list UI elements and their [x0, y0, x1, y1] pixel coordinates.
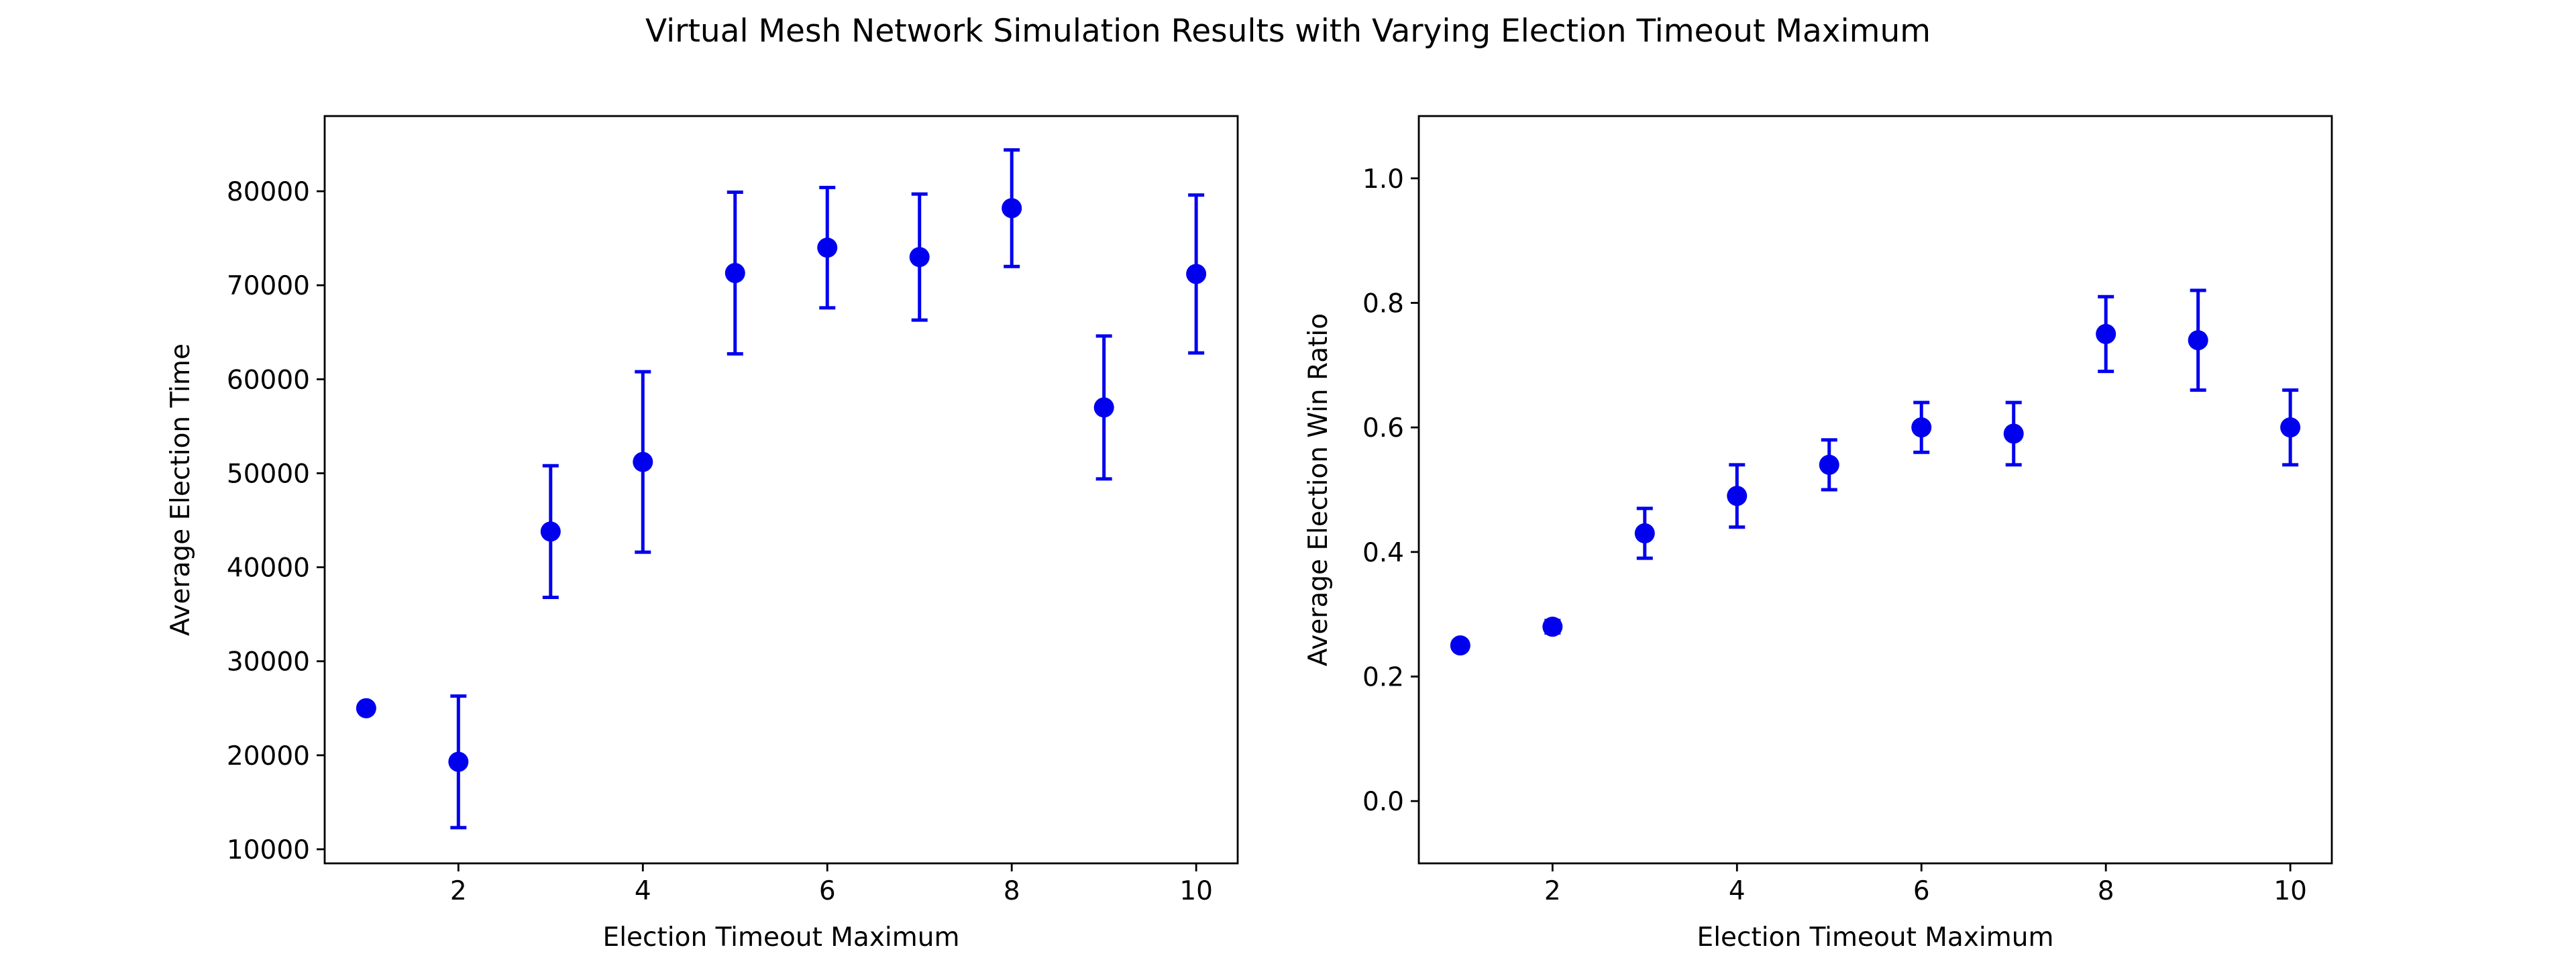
y-tick-label: 0.0 — [1362, 787, 1404, 817]
data-point — [2096, 323, 2116, 344]
data-point — [909, 247, 930, 268]
x-tick-label: 8 — [2098, 876, 2114, 906]
data-point — [2188, 330, 2208, 351]
y-tick-label: 0.6 — [1362, 413, 1404, 443]
y-axis-label: Average Election Time — [166, 343, 196, 636]
y-axis-label: Average Election Win Ratio — [1303, 313, 1334, 666]
axes-frame — [1417, 115, 2333, 865]
x-tick-label: 2 — [450, 876, 467, 906]
data-point — [1634, 523, 1655, 543]
x-axis-label: Election Timeout Maximum — [1697, 922, 2054, 953]
data-point — [1450, 635, 1470, 656]
y-tick-label: 0.8 — [1362, 289, 1404, 319]
data-point — [724, 263, 745, 284]
x-tick-label: 6 — [819, 876, 836, 906]
data-point — [2280, 417, 2301, 438]
y-tick-label: 60000 — [227, 365, 310, 395]
data-point — [1002, 198, 1022, 219]
data-point — [1727, 486, 1748, 506]
y-tick-label: 30000 — [227, 647, 310, 678]
data-point — [1542, 616, 1563, 637]
y-tick-label: 0.4 — [1362, 538, 1404, 568]
data-point — [1093, 397, 1114, 418]
y-tick-label: 50000 — [227, 459, 310, 489]
x-tick-label: 4 — [635, 876, 651, 906]
y-tick-label: 10000 — [227, 835, 310, 865]
y-tick-label: 70000 — [227, 271, 310, 301]
x-tick-label: 8 — [1004, 876, 1020, 906]
y-tick-label: 20000 — [227, 741, 310, 771]
y-tick-label: 1.0 — [1362, 164, 1404, 195]
data-point — [448, 751, 469, 772]
data-point — [2003, 423, 2024, 444]
figure-title: Virtual Mesh Network Simulation Results … — [645, 13, 1931, 50]
axes-frame — [323, 115, 1239, 865]
data-point — [1819, 454, 1839, 475]
data-point — [356, 698, 376, 718]
y-tick-label: 40000 — [227, 553, 310, 584]
win-ratio-panel: 2 4 6 8 10 0.0 0.2 0.4 0.6 0.8 1.0 Election Timeout… — [1303, 115, 2333, 953]
y-tick-label: 80000 — [227, 177, 310, 207]
data-point — [817, 237, 838, 258]
x-tick-label: 4 — [1729, 876, 1746, 906]
x-tick-label: 10 — [2273, 876, 2307, 906]
x-tick-label: 6 — [1913, 876, 1930, 906]
x-axis-label: Election Timeout Maximum — [603, 922, 960, 953]
y-tick-label: 0.2 — [1362, 663, 1404, 693]
x-tick-label: 10 — [1179, 876, 1213, 906]
election-time-panel: 2 4 6 8 10 10000 20000 30000 40000 50000 60000 7000… — [166, 115, 1239, 953]
data-point — [540, 521, 561, 542]
data-point — [1911, 417, 1932, 438]
data-point — [1186, 264, 1207, 284]
x-tick-label: 2 — [1544, 876, 1561, 906]
data-point — [633, 451, 653, 472]
